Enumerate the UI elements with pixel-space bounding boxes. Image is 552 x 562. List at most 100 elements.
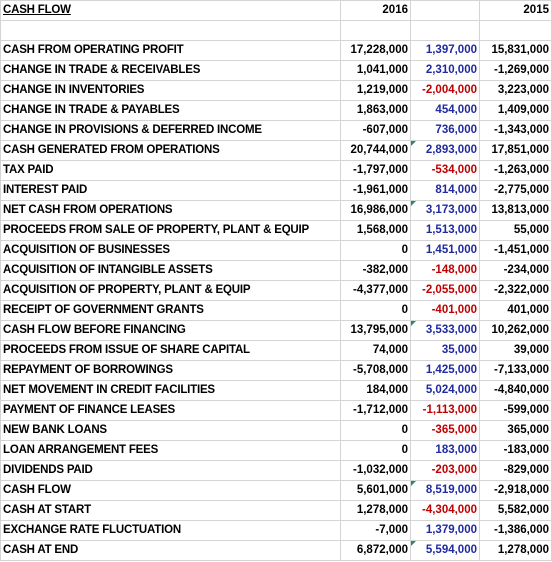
row-label-cell[interactable]: TAX PAID [0,160,341,181]
row-label-cell[interactable]: INTEREST PAID [0,180,341,201]
variance-cell[interactable]: -1,113,000 [410,400,480,421]
value-2015-cell[interactable]: 401,000 [479,300,552,321]
row-label-cell[interactable]: REPAYMENT OF BORROWINGS [0,360,341,381]
row-label-cell[interactable]: DIVIDENDS PAID [0,460,341,481]
value-2016-cell[interactable]: -1,961,000 [340,180,411,201]
value-2016-cell[interactable]: 0 [340,240,411,261]
variance-cell[interactable]: -365,000 [410,420,480,441]
value-2015-cell[interactable]: 17,851,000 [479,140,552,161]
variance-cell[interactable]: 35,000 [410,340,480,361]
variance-cell[interactable]: -2,004,000 [410,80,480,101]
row-label-cell[interactable]: CASH FLOW [0,480,341,501]
value-2015-cell[interactable]: 5,582,000 [479,500,552,521]
variance-cell[interactable]: 2,893,000 [410,140,480,161]
variance-cell[interactable]: 814,000 [410,180,480,201]
value-2016-cell[interactable]: 74,000 [340,340,411,361]
value-2015-cell[interactable]: 15,831,000 [479,40,552,61]
variance-header-cell[interactable] [410,0,480,21]
value-2015-cell[interactable]: -234,000 [479,260,552,281]
value-2015-cell[interactable]: 39,000 [479,340,552,361]
variance-cell[interactable]: 736,000 [410,120,480,141]
variance-cell[interactable]: 1,397,000 [410,40,480,61]
value-2016-cell[interactable]: 16,986,000 [340,200,411,221]
value-2015-cell[interactable]: -599,000 [479,400,552,421]
value-2016-cell[interactable]: -1,797,000 [340,160,411,181]
variance-cell[interactable]: 1,451,000 [410,240,480,261]
row-label-cell[interactable]: CHANGE IN TRADE & RECEIVABLES [0,60,341,81]
value-2016-cell[interactable]: -7,000 [340,520,411,541]
row-label-cell[interactable]: LOAN ARRANGEMENT FEES [0,440,341,461]
row-label-cell[interactable]: EXCHANGE RATE FLUCTUATION [0,520,341,541]
value-2016-cell[interactable]: 0 [340,420,411,441]
variance-cell[interactable]: -203,000 [410,460,480,481]
row-label-cell[interactable]: CHANGE IN PROVISIONS & DEFERRED INCOME [0,120,341,141]
value-2016-cell[interactable]: 17,228,000 [340,40,411,61]
variance-cell[interactable]: 1,425,000 [410,360,480,381]
variance-cell[interactable]: 2,310,000 [410,60,480,81]
variance-cell[interactable]: -534,000 [410,160,480,181]
row-label-cell[interactable]: CHANGE IN TRADE & PAYABLES [0,100,341,121]
value-2015-cell[interactable]: -1,451,000 [479,240,552,261]
value-2015-cell[interactable]: -4,840,000 [479,380,552,401]
variance-cell[interactable]: -401,000 [410,300,480,321]
row-label-cell[interactable]: NEW BANK LOANS [0,420,341,441]
year-2015-header-cell[interactable]: 2015 [479,0,552,21]
row-label-cell[interactable]: CASH GENERATED FROM OPERATIONS [0,140,341,161]
variance-cell[interactable]: 3,173,000 [410,200,480,221]
row-label-cell[interactable]: PROCEEDS FROM ISSUE OF SHARE CAPITAL [0,340,341,361]
variance-cell[interactable]: -2,055,000 [410,280,480,301]
value-2015-cell[interactable]: -1,386,000 [479,520,552,541]
row-label-cell[interactable]: ACQUISITION OF BUSINESSES [0,240,341,261]
value-2016-cell[interactable]: 1,568,000 [340,220,411,241]
blank-cell[interactable] [0,20,341,41]
variance-cell[interactable]: 454,000 [410,100,480,121]
value-2015-cell[interactable]: -183,000 [479,440,552,461]
row-label-cell[interactable]: PROCEEDS FROM SALE OF PROPERTY, PLANT & … [0,220,341,241]
row-label-cell[interactable]: NET CASH FROM OPERATIONS [0,200,341,221]
value-2016-cell[interactable]: -382,000 [340,260,411,281]
row-label-cell[interactable]: ACQUISITION OF PROPERTY, PLANT & EQUIP [0,280,341,301]
value-2015-cell[interactable]: -829,000 [479,460,552,481]
variance-cell[interactable]: 1,513,000 [410,220,480,241]
value-2015-cell[interactable]: 1,409,000 [479,100,552,121]
variance-cell[interactable]: 183,000 [410,440,480,461]
value-2015-cell[interactable]: -1,269,000 [479,60,552,81]
value-2016-cell[interactable]: 13,795,000 [340,320,411,341]
value-2015-cell[interactable]: 13,813,000 [479,200,552,221]
value-2015-cell[interactable]: -7,133,000 [479,360,552,381]
value-2016-cell[interactable]: 0 [340,300,411,321]
variance-cell[interactable]: 5,024,000 [410,380,480,401]
value-2015-cell[interactable]: 3,223,000 [479,80,552,101]
value-2015-cell[interactable]: -2,775,000 [479,180,552,201]
value-2015-cell[interactable]: -2,322,000 [479,280,552,301]
variance-cell[interactable]: 5,594,000 [410,540,480,561]
value-2016-cell[interactable]: 184,000 [340,380,411,401]
row-label-cell[interactable]: CHANGE IN INVENTORIES [0,80,341,101]
row-label-cell[interactable]: CASH FROM OPERATING PROFIT [0,40,341,61]
value-2015-cell[interactable]: -1,263,000 [479,160,552,181]
row-label-cell[interactable]: NET MOVEMENT IN CREDIT FACILITIES [0,380,341,401]
value-2015-cell[interactable]: -1,343,000 [479,120,552,141]
value-2015-cell[interactable]: -2,918,000 [479,480,552,501]
variance-cell[interactable]: -4,304,000 [410,500,480,521]
value-2015-cell[interactable]: 1,278,000 [479,540,552,561]
blank-cell[interactable] [410,20,480,41]
value-2015-cell[interactable]: 365,000 [479,420,552,441]
value-2015-cell[interactable]: 10,262,000 [479,320,552,341]
value-2016-cell[interactable]: 5,601,000 [340,480,411,501]
value-2016-cell[interactable]: -1,712,000 [340,400,411,421]
variance-cell[interactable]: 8,519,000 [410,480,480,501]
value-2016-cell[interactable]: 20,744,000 [340,140,411,161]
value-2016-cell[interactable]: 1,863,000 [340,100,411,121]
row-label-cell[interactable]: CASH AT END [0,540,341,561]
row-label-cell[interactable]: RECEIPT OF GOVERNMENT GRANTS [0,300,341,321]
value-2016-cell[interactable]: 6,872,000 [340,540,411,561]
row-label-cell[interactable]: CASH FLOW BEFORE FINANCING [0,320,341,341]
variance-cell[interactable]: 1,379,000 [410,520,480,541]
value-2015-cell[interactable]: 55,000 [479,220,552,241]
row-label-cell[interactable]: ACQUISITION OF INTANGIBLE ASSETS [0,260,341,281]
variance-cell[interactable]: -148,000 [410,260,480,281]
value-2016-cell[interactable]: 1,219,000 [340,80,411,101]
row-label-cell[interactable]: PAYMENT OF FINANCE LEASES [0,400,341,421]
blank-cell[interactable] [340,20,411,41]
